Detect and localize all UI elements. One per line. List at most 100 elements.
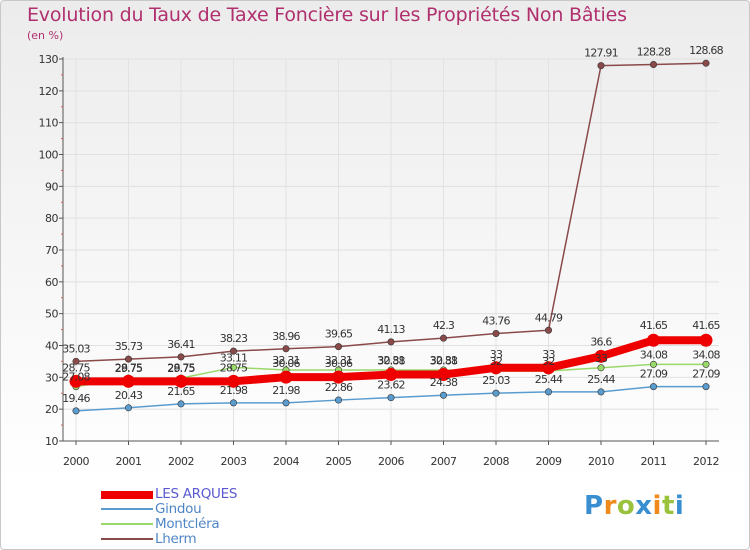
data-label-les-arques: 28.75 — [115, 361, 143, 374]
data-point-gindou — [649, 383, 657, 391]
data-label-montclera: 34.08 — [640, 348, 668, 361]
data-label-lherm: 128.68 — [689, 44, 723, 57]
data-label-gindou: 21.98 — [220, 384, 248, 397]
data-point-les-arques — [69, 374, 83, 388]
data-label-gindou: 27.09 — [692, 368, 720, 381]
x-tick-label: 2007 — [431, 455, 457, 468]
x-tick-label: 2002 — [168, 455, 194, 468]
logo-letter: x — [635, 491, 653, 521]
data-label-gindou: 25.44 — [587, 373, 615, 386]
logo-letter: t — [661, 491, 675, 521]
data-label-gindou: 23.62 — [377, 379, 405, 392]
data-point-montclera — [702, 360, 710, 368]
x-tick-label: 2011 — [641, 455, 667, 468]
data-label-lherm: 35.73 — [115, 340, 143, 353]
data-label-gindou: 19.46 — [62, 392, 90, 405]
data-label-montclera: 32.31 — [430, 354, 458, 367]
proxiti-logo[interactable]: Proxiti — [584, 491, 684, 521]
data-label-lherm: 44.79 — [535, 311, 563, 324]
data-label-lherm: 35.03 — [62, 342, 90, 355]
x-tick-label: 2005 — [326, 455, 352, 468]
data-label-les-arques: 30.06 — [325, 357, 353, 370]
data-point-gindou — [702, 383, 710, 391]
data-label-les-arques: 33 — [542, 348, 555, 361]
data-label-gindou: 21.65 — [167, 385, 195, 398]
data-point-lherm — [544, 326, 552, 334]
data-label-les-arques: 30.88 — [377, 355, 405, 368]
data-point-les-arques — [489, 361, 503, 375]
data-label-montclera: 32.31 — [272, 354, 300, 367]
data-label-montclera: 34.08 — [692, 348, 720, 361]
data-label-les-arques: 33 — [490, 348, 503, 361]
data-point-les-arques — [279, 370, 293, 384]
data-point-gindou — [282, 399, 290, 407]
data-label-lherm: 41.13 — [377, 323, 405, 336]
logo-letter: r — [603, 491, 617, 521]
data-point-gindou — [439, 391, 447, 399]
data-point-les-arques — [174, 374, 188, 388]
data-label-gindou: 24.38 — [430, 376, 458, 389]
chart-title: Evolution du Taux de Taxe Foncière sur l… — [27, 4, 627, 26]
data-point-lherm — [439, 334, 447, 342]
data-label-lherm: 43.76 — [482, 315, 510, 328]
data-point-lherm — [387, 338, 395, 346]
data-point-gindou — [72, 407, 80, 415]
data-point-les-arques — [594, 349, 608, 363]
data-label-lherm: 42.3 — [433, 319, 455, 332]
data-label-montclera: 27.08 — [62, 371, 90, 384]
y-tick-label: 130 — [39, 53, 59, 66]
x-tick-label: 2012 — [693, 455, 719, 468]
y-tick-label: 30 — [45, 371, 58, 384]
data-point-gindou — [177, 400, 185, 408]
y-tick-label: 40 — [45, 340, 58, 353]
y-tick-label: 80 — [45, 212, 58, 225]
data-label-montclera: 29.75 — [115, 362, 143, 375]
data-point-les-arques — [699, 333, 713, 347]
legend-swatch-les-arques — [101, 491, 153, 499]
logo-letter: o — [616, 491, 636, 521]
data-point-lherm — [334, 343, 342, 351]
data-point-gindou — [387, 394, 395, 402]
data-label-gindou: 25.44 — [535, 373, 563, 386]
data-label-lherm: 127.91 — [584, 47, 618, 60]
data-label-les-arques: 41.65 — [692, 319, 720, 332]
data-label-lherm: 39.65 — [325, 328, 353, 341]
x-tick-label: 2003 — [221, 455, 247, 468]
y-tick-label: 10 — [45, 435, 58, 448]
data-point-les-arques — [647, 333, 660, 347]
data-point-lherm — [230, 347, 238, 355]
y-tick-label: 20 — [45, 403, 58, 416]
data-point-montclera — [230, 363, 238, 371]
data-label-les-arques: 30.06 — [272, 357, 300, 370]
logo-letter: i — [652, 491, 662, 521]
data-label-les-arques: 41.65 — [640, 319, 668, 332]
data-point-gindou — [125, 404, 133, 412]
data-point-gindou — [230, 399, 238, 407]
y-tick-label: 50 — [45, 308, 58, 321]
data-point-montclera — [597, 364, 605, 372]
data-point-les-arques — [437, 368, 450, 382]
y-tick-label: 100 — [39, 149, 59, 162]
x-tick-label: 2009 — [536, 455, 562, 468]
x-tick-label: 2006 — [378, 455, 404, 468]
x-tick-label: 2008 — [483, 455, 509, 468]
data-label-montclera: 33.11 — [220, 351, 248, 364]
data-point-les-arques — [122, 374, 135, 388]
x-tick-label: 2010 — [588, 455, 614, 468]
data-label-lherm: 36.41 — [167, 338, 195, 351]
data-point-les-arques — [332, 370, 345, 384]
data-label-lherm: 38.96 — [272, 330, 300, 343]
y-tick-label: 110 — [39, 117, 59, 130]
data-label-montclera: 33 — [595, 352, 608, 365]
y-tick-label: 60 — [45, 276, 58, 289]
data-label-montclera: 32.31 — [325, 354, 353, 367]
data-label-gindou: 27.09 — [640, 368, 668, 381]
legend-label-lherm: Lherm — [155, 531, 197, 547]
data-label-gindou: 20.43 — [115, 389, 143, 402]
data-label-lherm: 38.23 — [220, 332, 248, 345]
legend-label-gindou: Gindou — [155, 501, 202, 517]
data-point-gindou — [492, 389, 500, 397]
data-label-les-arques: 30.88 — [430, 355, 458, 368]
